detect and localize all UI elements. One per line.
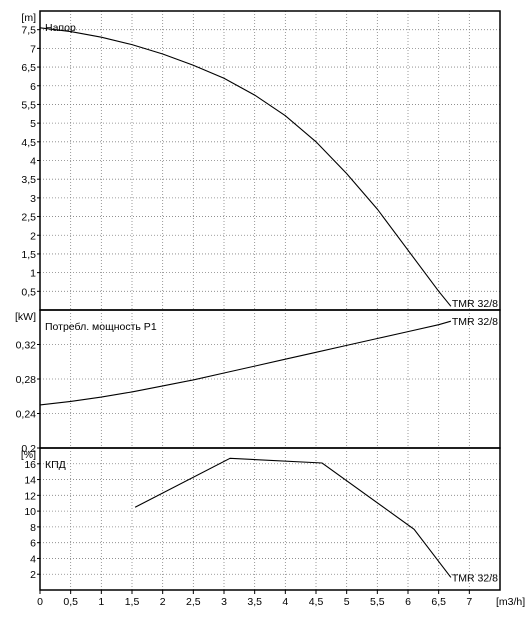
x-tick-label: 5 bbox=[344, 596, 350, 608]
x-tick-label: 2 bbox=[160, 596, 166, 608]
y-tick-label: 0,24 bbox=[16, 409, 37, 421]
x-tick-label: 0,5 bbox=[63, 596, 78, 608]
y-tick-label: 4 bbox=[30, 553, 36, 565]
y-tick-label: 0,28 bbox=[16, 374, 37, 386]
y-tick-label: 5 bbox=[30, 118, 36, 130]
panel-3 bbox=[37, 447, 501, 591]
y-axis-unit-label: [m] bbox=[21, 12, 36, 24]
y-tick-label: 3,5 bbox=[21, 174, 36, 186]
y-tick-label: 7 bbox=[30, 43, 36, 55]
panel-frame bbox=[39, 447, 501, 591]
y-tick-label: 2 bbox=[30, 569, 36, 581]
y-tick-label: 6,5 bbox=[21, 62, 36, 74]
panel-title: Напор bbox=[45, 22, 76, 34]
y-tick-label: 0,5 bbox=[21, 286, 36, 298]
y-axis-unit-label: [kW] bbox=[15, 311, 36, 323]
x-tick-label: 2,5 bbox=[186, 596, 201, 608]
y-tick-label: 4 bbox=[30, 156, 36, 168]
y-tick-label: 7,5 bbox=[21, 25, 36, 37]
x-tick-label: 0 bbox=[37, 596, 43, 608]
y-tick-label: 0,2 bbox=[21, 443, 36, 455]
y-tick-label: 16 bbox=[24, 459, 36, 471]
x-tick-label: 4,5 bbox=[309, 596, 324, 608]
y-tick-label: 14 bbox=[24, 475, 36, 487]
x-tick-label: 6 bbox=[405, 596, 411, 608]
x-tick-label: 3 bbox=[221, 596, 227, 608]
series-label: TMR 32/8 bbox=[452, 298, 498, 310]
panel-1 bbox=[37, 10, 501, 311]
y-tick-label: 3 bbox=[30, 193, 36, 205]
y-axis-unit-label: [%] bbox=[21, 449, 36, 461]
x-axis-unit-label: [m3/h] bbox=[496, 596, 525, 608]
series-label: TMR 32/8 bbox=[452, 572, 498, 584]
panel-title: Потребл. мощность P1 bbox=[45, 321, 157, 333]
x-tick-label: 1,5 bbox=[125, 596, 140, 608]
y-tick-label: 12 bbox=[24, 490, 36, 502]
y-tick-label: 2 bbox=[30, 230, 36, 242]
series-label: TMR 32/8 bbox=[452, 316, 498, 328]
x-tick-label: 4 bbox=[282, 596, 288, 608]
y-tick-label: 8 bbox=[30, 522, 36, 534]
y-tick-label: 4,5 bbox=[21, 137, 36, 149]
series-line-tmr-32/8 bbox=[134, 457, 452, 578]
y-tick-label: 5,5 bbox=[21, 99, 36, 111]
y-tick-label: 10 bbox=[24, 506, 36, 518]
x-tick-label: 5,5 bbox=[370, 596, 385, 608]
x-tick-label: 6,5 bbox=[431, 596, 446, 608]
y-tick-label: 2,5 bbox=[21, 212, 36, 224]
series-line-tmr-32/8 bbox=[39, 320, 452, 406]
y-tick-label: 6 bbox=[30, 81, 36, 93]
y-tick-label: 6 bbox=[30, 538, 36, 550]
panel-title: КПД bbox=[45, 459, 66, 471]
y-tick-label: 0,32 bbox=[16, 340, 37, 352]
x-tick-label: 7 bbox=[466, 596, 472, 608]
y-tick-label: 1,5 bbox=[21, 249, 36, 261]
y-tick-label: 1 bbox=[30, 268, 36, 280]
series-line-tmr-32/8 bbox=[39, 27, 452, 307]
x-tick-label: 3,5 bbox=[247, 596, 262, 608]
x-tick-label: 1 bbox=[98, 596, 104, 608]
